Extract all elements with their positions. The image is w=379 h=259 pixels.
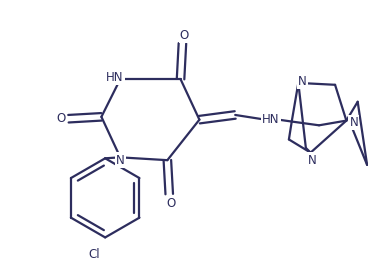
Text: N: N [298,75,307,88]
Text: Cl: Cl [88,248,100,259]
Text: N: N [116,154,125,167]
Text: O: O [180,29,189,42]
Text: HN: HN [106,71,123,84]
Text: N: N [308,154,317,167]
Text: N: N [349,116,358,129]
Text: O: O [56,112,66,125]
Text: HN: HN [262,113,280,126]
Text: O: O [166,197,176,210]
